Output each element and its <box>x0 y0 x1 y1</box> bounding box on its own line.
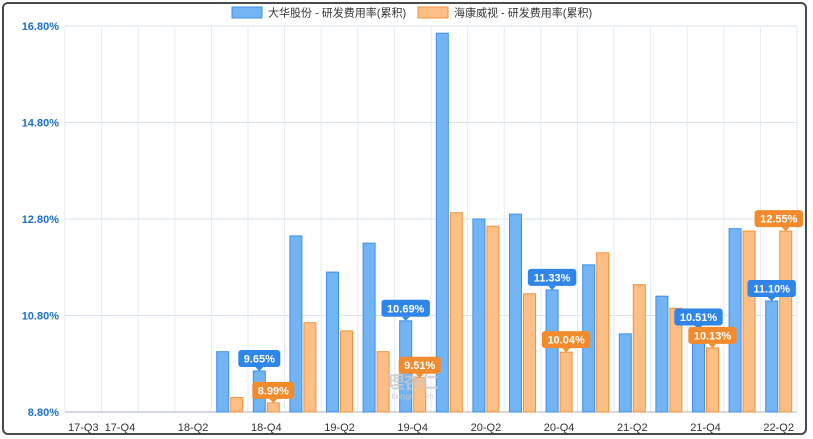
data-label-pointer <box>415 373 424 378</box>
data-label-pointer <box>708 343 717 348</box>
bar-hikvision-21-Q2 <box>632 284 646 413</box>
x-tick-label: 19-Q2 <box>324 422 355 434</box>
data-label-box <box>252 381 295 399</box>
data-label-box <box>238 349 281 367</box>
bar-hikvision-21-Q4 <box>706 347 719 413</box>
bar-hikvision-20-Q2 <box>486 225 500 413</box>
data-label-pointer <box>767 297 776 302</box>
legend-label: 大华股份 - 研发费用率(累积) <box>268 6 406 20</box>
data-label: 9.51% <box>404 360 435 372</box>
bar-hikvision-21-Q3 <box>669 307 683 413</box>
data-label: 11.33% <box>534 272 571 284</box>
legend-swatch <box>417 6 449 19</box>
bar-hikvision-21-Q1 <box>596 252 610 413</box>
data-label-pointer <box>548 285 557 290</box>
bar-hikvision-19-Q2 <box>340 330 353 413</box>
x-tick-label: 19-Q4 <box>397 422 428 434</box>
data-label: 10.51% <box>680 312 718 324</box>
data-label-box <box>381 299 430 317</box>
bar-dahua-20-Q2 <box>472 218 486 413</box>
data-label-box <box>541 331 591 349</box>
data-label: 9.65% <box>244 353 275 365</box>
legend-label: 海康威视 - 研发费用率(累积) <box>454 6 592 20</box>
data-label-pointer <box>401 316 410 321</box>
bar-hikvision-22-Q2 <box>779 230 793 413</box>
bar-hikvision-18-Q4 <box>266 402 280 413</box>
bar-dahua-20-Q1 <box>435 32 449 413</box>
data-label-box <box>674 308 723 326</box>
watermark-logo: 理杏仁 <box>387 372 438 392</box>
data-label: 11.10% <box>753 284 790 296</box>
x-tick-label: 21-Q2 <box>617 422 648 434</box>
bar-hikvision-20-Q3 <box>523 293 536 413</box>
data-label: 12.55% <box>760 214 798 226</box>
data-label: 8.99% <box>258 385 289 397</box>
bar-hikvision-20-Q4 <box>559 351 573 413</box>
watermark-url: lixinger.com <box>392 392 435 401</box>
bar-dahua-22-Q1 <box>728 228 742 413</box>
data-label-box <box>747 280 796 298</box>
bar-dahua-20-Q3 <box>509 213 522 413</box>
bar-dahua-22-Q2 <box>765 300 779 413</box>
data-label-box <box>688 326 737 344</box>
legend-swatch <box>231 6 263 19</box>
data-label-pointer <box>781 227 790 232</box>
data-label-box <box>527 268 577 286</box>
x-tick-label: 18-Q4 <box>251 422 282 434</box>
bar-dahua-19-Q3 <box>362 242 376 413</box>
bar-dahua-21-Q3 <box>655 295 669 413</box>
bar-hikvision-20-Q1 <box>449 212 463 413</box>
y-tick-label: 12.80% <box>22 214 60 226</box>
x-tick-label: 18-Q2 <box>178 422 209 434</box>
bar-dahua-19-Q1 <box>289 235 303 413</box>
data-label-box <box>754 210 803 228</box>
y-tick-label: 14.80% <box>22 118 60 130</box>
bar-hikvision-19-Q3 <box>376 351 390 413</box>
x-tick-label: 20-Q4 <box>544 422 575 434</box>
bar-hikvision-19-Q1 <box>303 322 317 413</box>
y-tick-label: 16.80% <box>22 21 60 33</box>
bar-hikvision-18-Q3 <box>230 397 244 413</box>
y-tick-label: 10.80% <box>22 311 60 323</box>
x-tick-label: 20-Q2 <box>471 422 502 434</box>
data-label: 10.69% <box>387 303 425 315</box>
bar-dahua-21-Q2 <box>618 333 632 413</box>
x-tick-label: 22-Q2 <box>763 422 794 434</box>
data-label: 10.04% <box>547 335 585 347</box>
data-label-pointer <box>562 348 571 353</box>
bar-dahua-20-Q4 <box>545 289 559 413</box>
x-tick-label: 17-Q3 <box>68 422 99 434</box>
y-tick-label: 8.80% <box>28 407 59 419</box>
data-label: 10.13% <box>694 330 732 342</box>
data-label-pointer <box>255 366 264 371</box>
data-label-box <box>398 356 441 374</box>
x-tick-label: 21-Q4 <box>690 422 721 434</box>
x-tick-label: 17-Q4 <box>105 422 136 434</box>
data-label-pointer <box>269 398 278 403</box>
bar-hikvision-22-Q1 <box>742 230 756 413</box>
bar-dahua-18-Q3 <box>216 351 230 413</box>
bar-dahua-19-Q2 <box>326 271 339 413</box>
